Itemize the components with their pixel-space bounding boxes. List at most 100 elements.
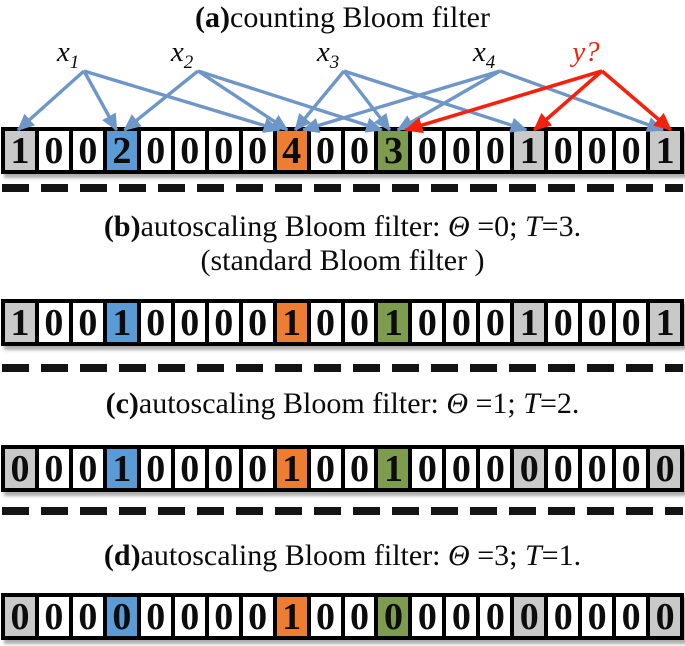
bit-cell: 0 <box>478 447 513 490</box>
bit-cell: 0 <box>240 447 275 490</box>
bit-cell: 0 <box>342 301 377 344</box>
panel-d-title: (d)autoscaling Bloom filter: Θ =3; T=1. <box>0 539 685 573</box>
title-segment: T <box>524 539 542 572</box>
hash-arrow-x3-to-cell-11 <box>342 69 392 132</box>
bit-cell: 0 <box>580 129 615 172</box>
bit-cell: 0 <box>546 129 581 172</box>
dashed-divider <box>2 364 683 372</box>
bit-cell: 1 <box>376 301 411 344</box>
bit-cell: 0 <box>580 301 615 344</box>
title-segment: autoscaling Bloom filter: <box>140 210 449 243</box>
hash-label-text: x <box>316 36 330 68</box>
bit-cell: 0 <box>240 129 275 172</box>
title-segment: (a) <box>195 1 230 34</box>
bit-cell: 0 <box>410 447 445 490</box>
bit-cell: 0 <box>36 301 71 344</box>
hash-label-y: y? <box>572 36 599 68</box>
bit-cell: 0 <box>546 447 581 490</box>
bit-cell: 0 <box>172 129 207 172</box>
title-segment: (standard Bloom filter ) <box>200 244 485 277</box>
title-segment: T <box>524 210 542 243</box>
bit-cell: 0 <box>172 595 207 638</box>
title-segment: Θ <box>448 539 470 572</box>
bit-cell: 0 <box>614 301 649 344</box>
bit-cell: 1 <box>512 301 547 344</box>
title-segment: T <box>523 387 540 420</box>
bit-cell: 0 <box>172 447 207 490</box>
bit-cell: 0 <box>580 447 615 490</box>
title-segment: Θ <box>448 210 470 243</box>
hash-arrow-x4-to-cell-8 <box>301 69 501 133</box>
bit-cell: 0 <box>36 595 71 638</box>
hash-label-x2: x2 <box>170 36 193 72</box>
bit-cell: 0 <box>70 129 105 172</box>
bit-cell: 0 <box>342 129 377 172</box>
hash-label-text: x <box>472 36 486 68</box>
title-segment: =1. <box>541 539 582 572</box>
bit-cell: 0 <box>376 595 411 638</box>
bit-cell: 0 <box>410 595 445 638</box>
bit-cell: 2 <box>104 129 139 172</box>
bit-cell: 0 <box>614 595 649 638</box>
hash-label-subscript: 4 <box>485 51 496 73</box>
bit-cell: 0 <box>206 595 241 638</box>
title-segment: Θ <box>446 387 469 420</box>
hash-arrow-x2-to-cell-3 <box>123 69 200 132</box>
bit-cell: 0 <box>70 595 105 638</box>
bit-cell: 0 <box>206 301 241 344</box>
hash-arrow-x4-to-cell-11 <box>396 69 501 132</box>
panel-b-subtitle: (standard Bloom filter ) <box>0 244 685 278</box>
hash-arrow-x3-to-cell-8 <box>293 69 346 132</box>
bit-cell: 1 <box>274 301 309 344</box>
title-segment: =2. <box>539 387 580 420</box>
bit-cell: 1 <box>274 447 309 490</box>
hash-arrow-y-to-cell-11 <box>404 69 603 134</box>
bit-cell: 0 <box>138 595 173 638</box>
bit-cell: 0 <box>3 595 37 638</box>
bit-cell: 1 <box>3 129 37 172</box>
bit-cell: 0 <box>342 595 377 638</box>
hash-label-text: y? <box>572 36 600 68</box>
hash-arrow-x2-to-cell-8 <box>197 69 289 132</box>
bit-cell: 0 <box>444 595 479 638</box>
bit-cell: 0 <box>546 301 581 344</box>
bit-cell: 3 <box>376 129 411 172</box>
bit-cell: 0 <box>206 129 241 172</box>
hash-label-x4: x4 <box>472 36 495 72</box>
bit-cell: 0 <box>410 301 445 344</box>
bit-cell: 0 <box>70 301 105 344</box>
dashed-divider <box>2 184 683 192</box>
hash-arrow-x3-to-cell-15 <box>343 69 528 133</box>
title-segment: =3; <box>469 539 525 572</box>
title-segment: autoscaling Bloom filter: <box>138 387 447 420</box>
title-segment: (d) <box>103 539 141 572</box>
bit-cell: 0 <box>3 447 37 490</box>
hash-arrow-x1-to-cell-0 <box>16 69 86 132</box>
bit-cell: 0 <box>614 129 649 172</box>
panel-c-title: (c)autoscaling Bloom filter: Θ =1; T=2. <box>0 387 685 421</box>
hash-label-subscript: 3 <box>329 51 340 73</box>
hash-label-text: x <box>170 36 184 68</box>
title-segment: (b) <box>103 210 141 243</box>
bit-cell: 0 <box>444 129 479 172</box>
title-segment: counting Bloom filter <box>230 1 490 34</box>
title-segment: =1; <box>468 387 524 420</box>
bit-cell: 1 <box>274 595 309 638</box>
hash-arrow-x2-to-cell-11 <box>197 69 384 133</box>
bit-cell: 0 <box>138 129 173 172</box>
panel-a-title: (a)counting Bloom filter <box>0 1 685 35</box>
bit-cell: 0 <box>308 447 343 490</box>
bit-cell: 0 <box>308 129 343 172</box>
hash-arrow-y-to-cell-19 <box>600 69 673 132</box>
bit-cell: 0 <box>138 301 173 344</box>
bit-cell: 0 <box>512 595 547 638</box>
hash-label-subscript: 1 <box>69 51 80 73</box>
bit-cell: 0 <box>546 595 581 638</box>
bit-cell: 0 <box>138 447 173 490</box>
bit-cell: 0 <box>104 595 139 638</box>
dashed-divider <box>2 507 683 515</box>
bit-cell: 0 <box>70 447 105 490</box>
bit-cell: 0 <box>444 301 479 344</box>
hash-label-x1: x1 <box>57 36 79 72</box>
title-segment: =0; <box>469 210 525 243</box>
